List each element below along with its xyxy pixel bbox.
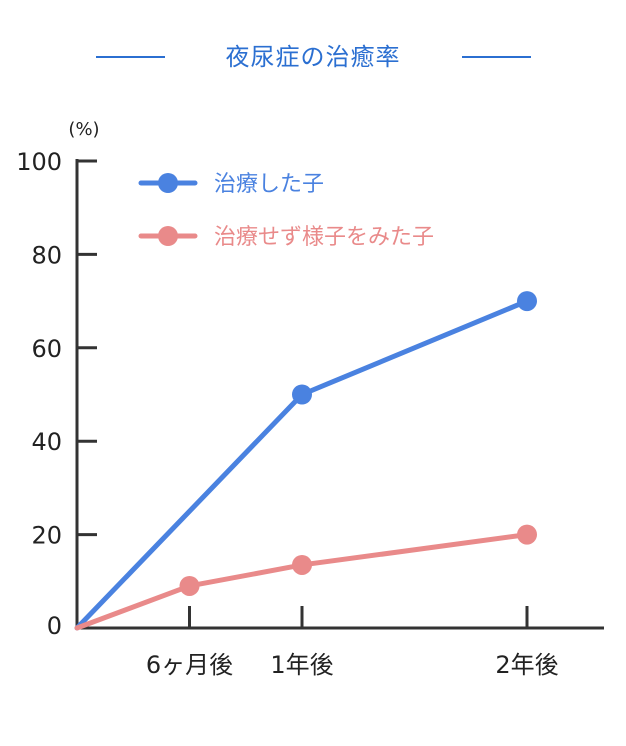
series-line-2 — [74, 532, 530, 631]
x-tick-label: 6ヶ月後 — [146, 651, 233, 679]
series-2-point — [517, 524, 537, 545]
chart-title: 夜尿症の治癒率 — [226, 43, 401, 71]
x-tick-label: 2年後 — [495, 651, 558, 679]
legend-swatch-marker — [158, 226, 178, 246]
series-1-point — [517, 291, 537, 312]
y-tick-label: 60 — [31, 335, 62, 363]
chart-title-group: 夜尿症の治癒率 — [96, 43, 531, 71]
axes — [75, 159, 604, 630]
legend-swatch-marker — [158, 173, 178, 193]
y-tick-label: 100 — [16, 148, 62, 176]
series-group — [74, 291, 537, 631]
y-tick-label: 20 — [31, 522, 62, 550]
legend-label: 治療せず様子をみた子 — [214, 225, 434, 250]
y-tick-label: 0 — [47, 612, 62, 640]
series-line-1 — [74, 298, 530, 631]
series-2-point — [292, 554, 312, 575]
x-axis-ticks: 6ヶ月後 1年後 2年後 — [146, 606, 559, 679]
y-axis-unit-label: (%) — [68, 119, 99, 140]
series-1-point — [292, 384, 312, 405]
y-tick-label: 40 — [31, 428, 62, 456]
y-tick-label: 80 — [31, 241, 62, 269]
legend-label: 治療した子 — [214, 172, 324, 197]
x-tick-label: 1年後 — [270, 651, 333, 679]
series-2-point — [179, 575, 200, 596]
y-axis-ticks: 0 20 40 60 80 100 — [16, 148, 97, 640]
